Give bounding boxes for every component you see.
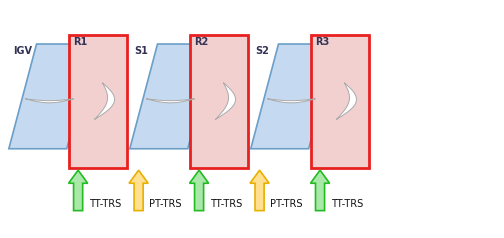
Bar xyxy=(311,35,369,168)
Text: S1: S1 xyxy=(134,46,148,56)
Polygon shape xyxy=(267,99,316,103)
Polygon shape xyxy=(25,99,74,103)
Text: PT-TRS: PT-TRS xyxy=(270,199,302,209)
Text: PT-TRS: PT-TRS xyxy=(149,199,181,209)
Text: S2: S2 xyxy=(255,46,269,56)
Text: R2: R2 xyxy=(195,37,209,47)
Text: IGV: IGV xyxy=(13,46,32,56)
FancyArrow shape xyxy=(250,170,269,211)
Text: TT-TRS: TT-TRS xyxy=(331,199,363,209)
Text: TT-TRS: TT-TRS xyxy=(210,199,242,209)
Polygon shape xyxy=(215,83,235,120)
Bar xyxy=(190,35,248,168)
Text: R3: R3 xyxy=(316,37,330,47)
Polygon shape xyxy=(336,83,356,120)
FancyArrow shape xyxy=(190,170,209,211)
Polygon shape xyxy=(9,44,95,149)
Text: R1: R1 xyxy=(74,37,88,47)
Bar xyxy=(70,35,127,168)
Polygon shape xyxy=(94,83,114,120)
FancyArrow shape xyxy=(69,170,88,211)
Polygon shape xyxy=(130,44,216,149)
Text: TT-TRS: TT-TRS xyxy=(89,199,121,209)
Polygon shape xyxy=(146,99,195,103)
Polygon shape xyxy=(251,44,337,149)
FancyArrow shape xyxy=(129,170,148,211)
FancyArrow shape xyxy=(310,170,330,211)
